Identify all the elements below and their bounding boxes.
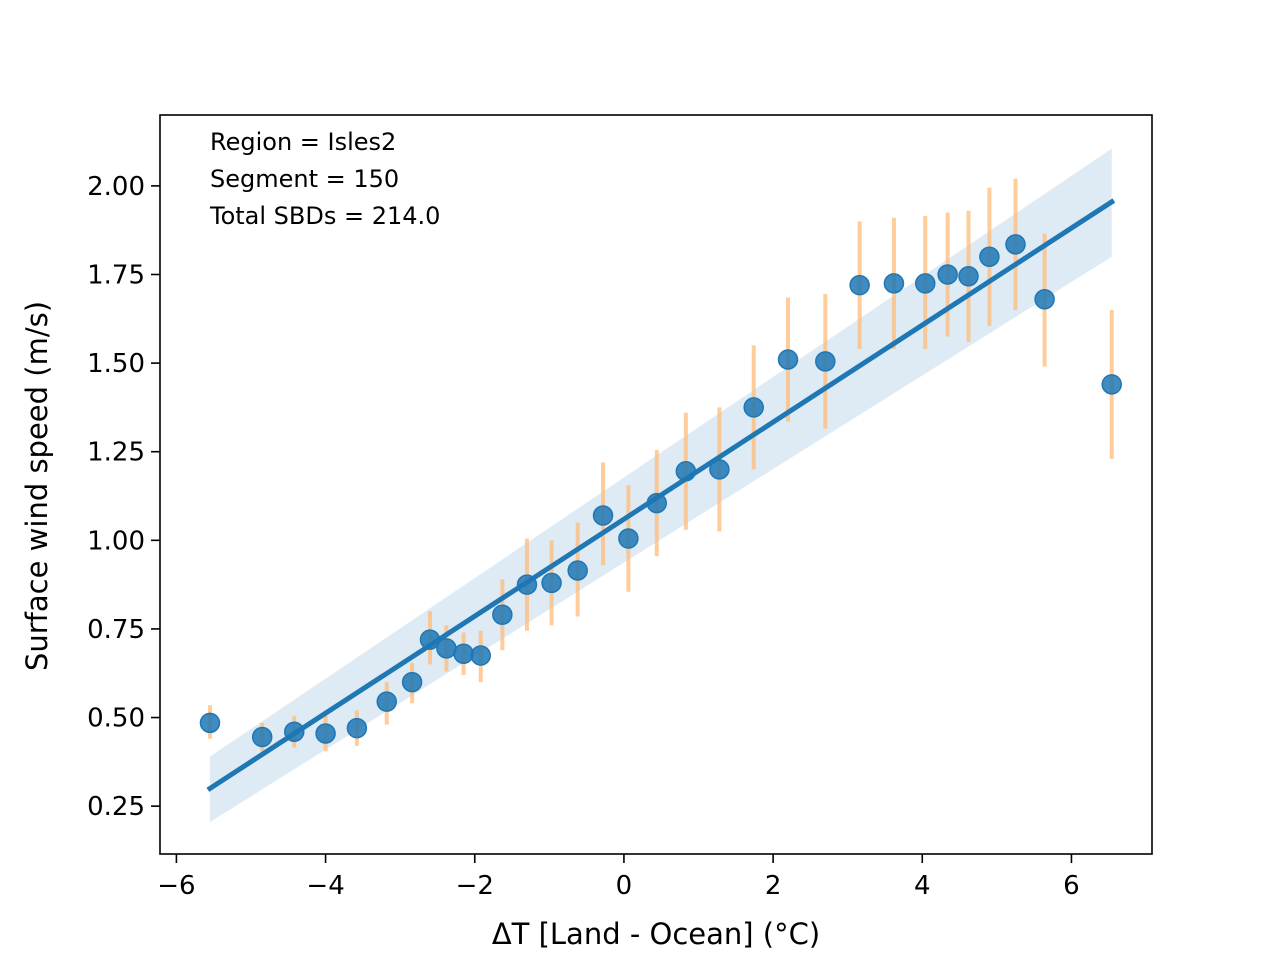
data-point-19	[709, 459, 730, 480]
data-point-24	[883, 273, 905, 294]
data-point-6	[401, 671, 423, 693]
annotation-segment: Segment = 150	[210, 165, 399, 193]
x-tick-label-6: 6	[1063, 871, 1080, 901]
x-tick-label-5: 4	[914, 871, 931, 901]
y-tick-label-5: 1.50	[87, 349, 145, 379]
data-point-3	[315, 723, 336, 744]
data-point-13	[541, 572, 562, 594]
data-point-5	[376, 691, 397, 712]
data-point-7	[419, 629, 441, 650]
data-point-16	[618, 528, 639, 549]
annotation-region: Region = Isles2	[210, 128, 396, 156]
y-tick-label-3: 1.00	[87, 526, 145, 556]
data-point-10	[470, 645, 491, 666]
y-tick-label-4: 1.25	[87, 438, 145, 468]
y-axis-label: Surface wind speed (m/s)	[20, 301, 54, 671]
data-point-26	[937, 264, 958, 285]
data-point-18	[675, 460, 697, 482]
data-point-22	[815, 351, 836, 372]
data-point-2	[284, 721, 305, 742]
data-point-4	[346, 717, 368, 739]
x-axis-ticks: −6 −4 −2 0 2 4 6	[157, 854, 1080, 901]
confidence-band-layer	[209, 148, 1112, 823]
data-point-29	[1005, 234, 1026, 255]
y-tick-label-1: 0.50	[87, 704, 145, 734]
x-tick-label-0: −6	[157, 871, 195, 901]
data-point-27	[958, 266, 979, 287]
data-point-21	[777, 349, 799, 370]
data-point-20	[743, 397, 764, 418]
data-point-8	[436, 638, 457, 659]
data-point-11	[492, 604, 513, 626]
data-point-12	[516, 574, 538, 595]
y-axis-ticks: 0.25 0.50 0.75 1.00 1.25 1.50 1.75 2.00	[87, 172, 160, 822]
data-point-1	[251, 726, 273, 748]
data-point-25	[915, 273, 936, 294]
x-tick-label-4: 2	[765, 871, 782, 901]
y-tick-label-2: 0.75	[87, 615, 145, 645]
data-point-17	[646, 492, 667, 514]
y-tick-label-7: 2.00	[87, 172, 145, 202]
plot-frame	[159, 114, 1153, 855]
data-point-28	[979, 246, 1000, 268]
confidence-band	[209, 148, 1112, 823]
data-point-31	[1101, 374, 1122, 395]
data-point-14	[567, 560, 588, 581]
data-point-30	[1034, 289, 1055, 310]
data-point-layer	[199, 234, 1122, 748]
y-tick-label-6: 1.75	[87, 260, 145, 290]
y-tick-label-0: 0.25	[87, 792, 145, 822]
data-point-9	[453, 643, 474, 664]
x-tick-label-1: −4	[306, 871, 344, 901]
x-axis-label: ΔT [Land - Ocean] (°C)	[492, 917, 820, 951]
data-point-15	[592, 505, 614, 526]
annotation-total-sbds: Total SBDs = 214.0	[209, 202, 440, 230]
data-point-23	[849, 274, 870, 296]
x-tick-label-3: 0	[616, 871, 633, 901]
data-point-0	[199, 712, 221, 734]
x-tick-label-2: −2	[456, 871, 494, 901]
